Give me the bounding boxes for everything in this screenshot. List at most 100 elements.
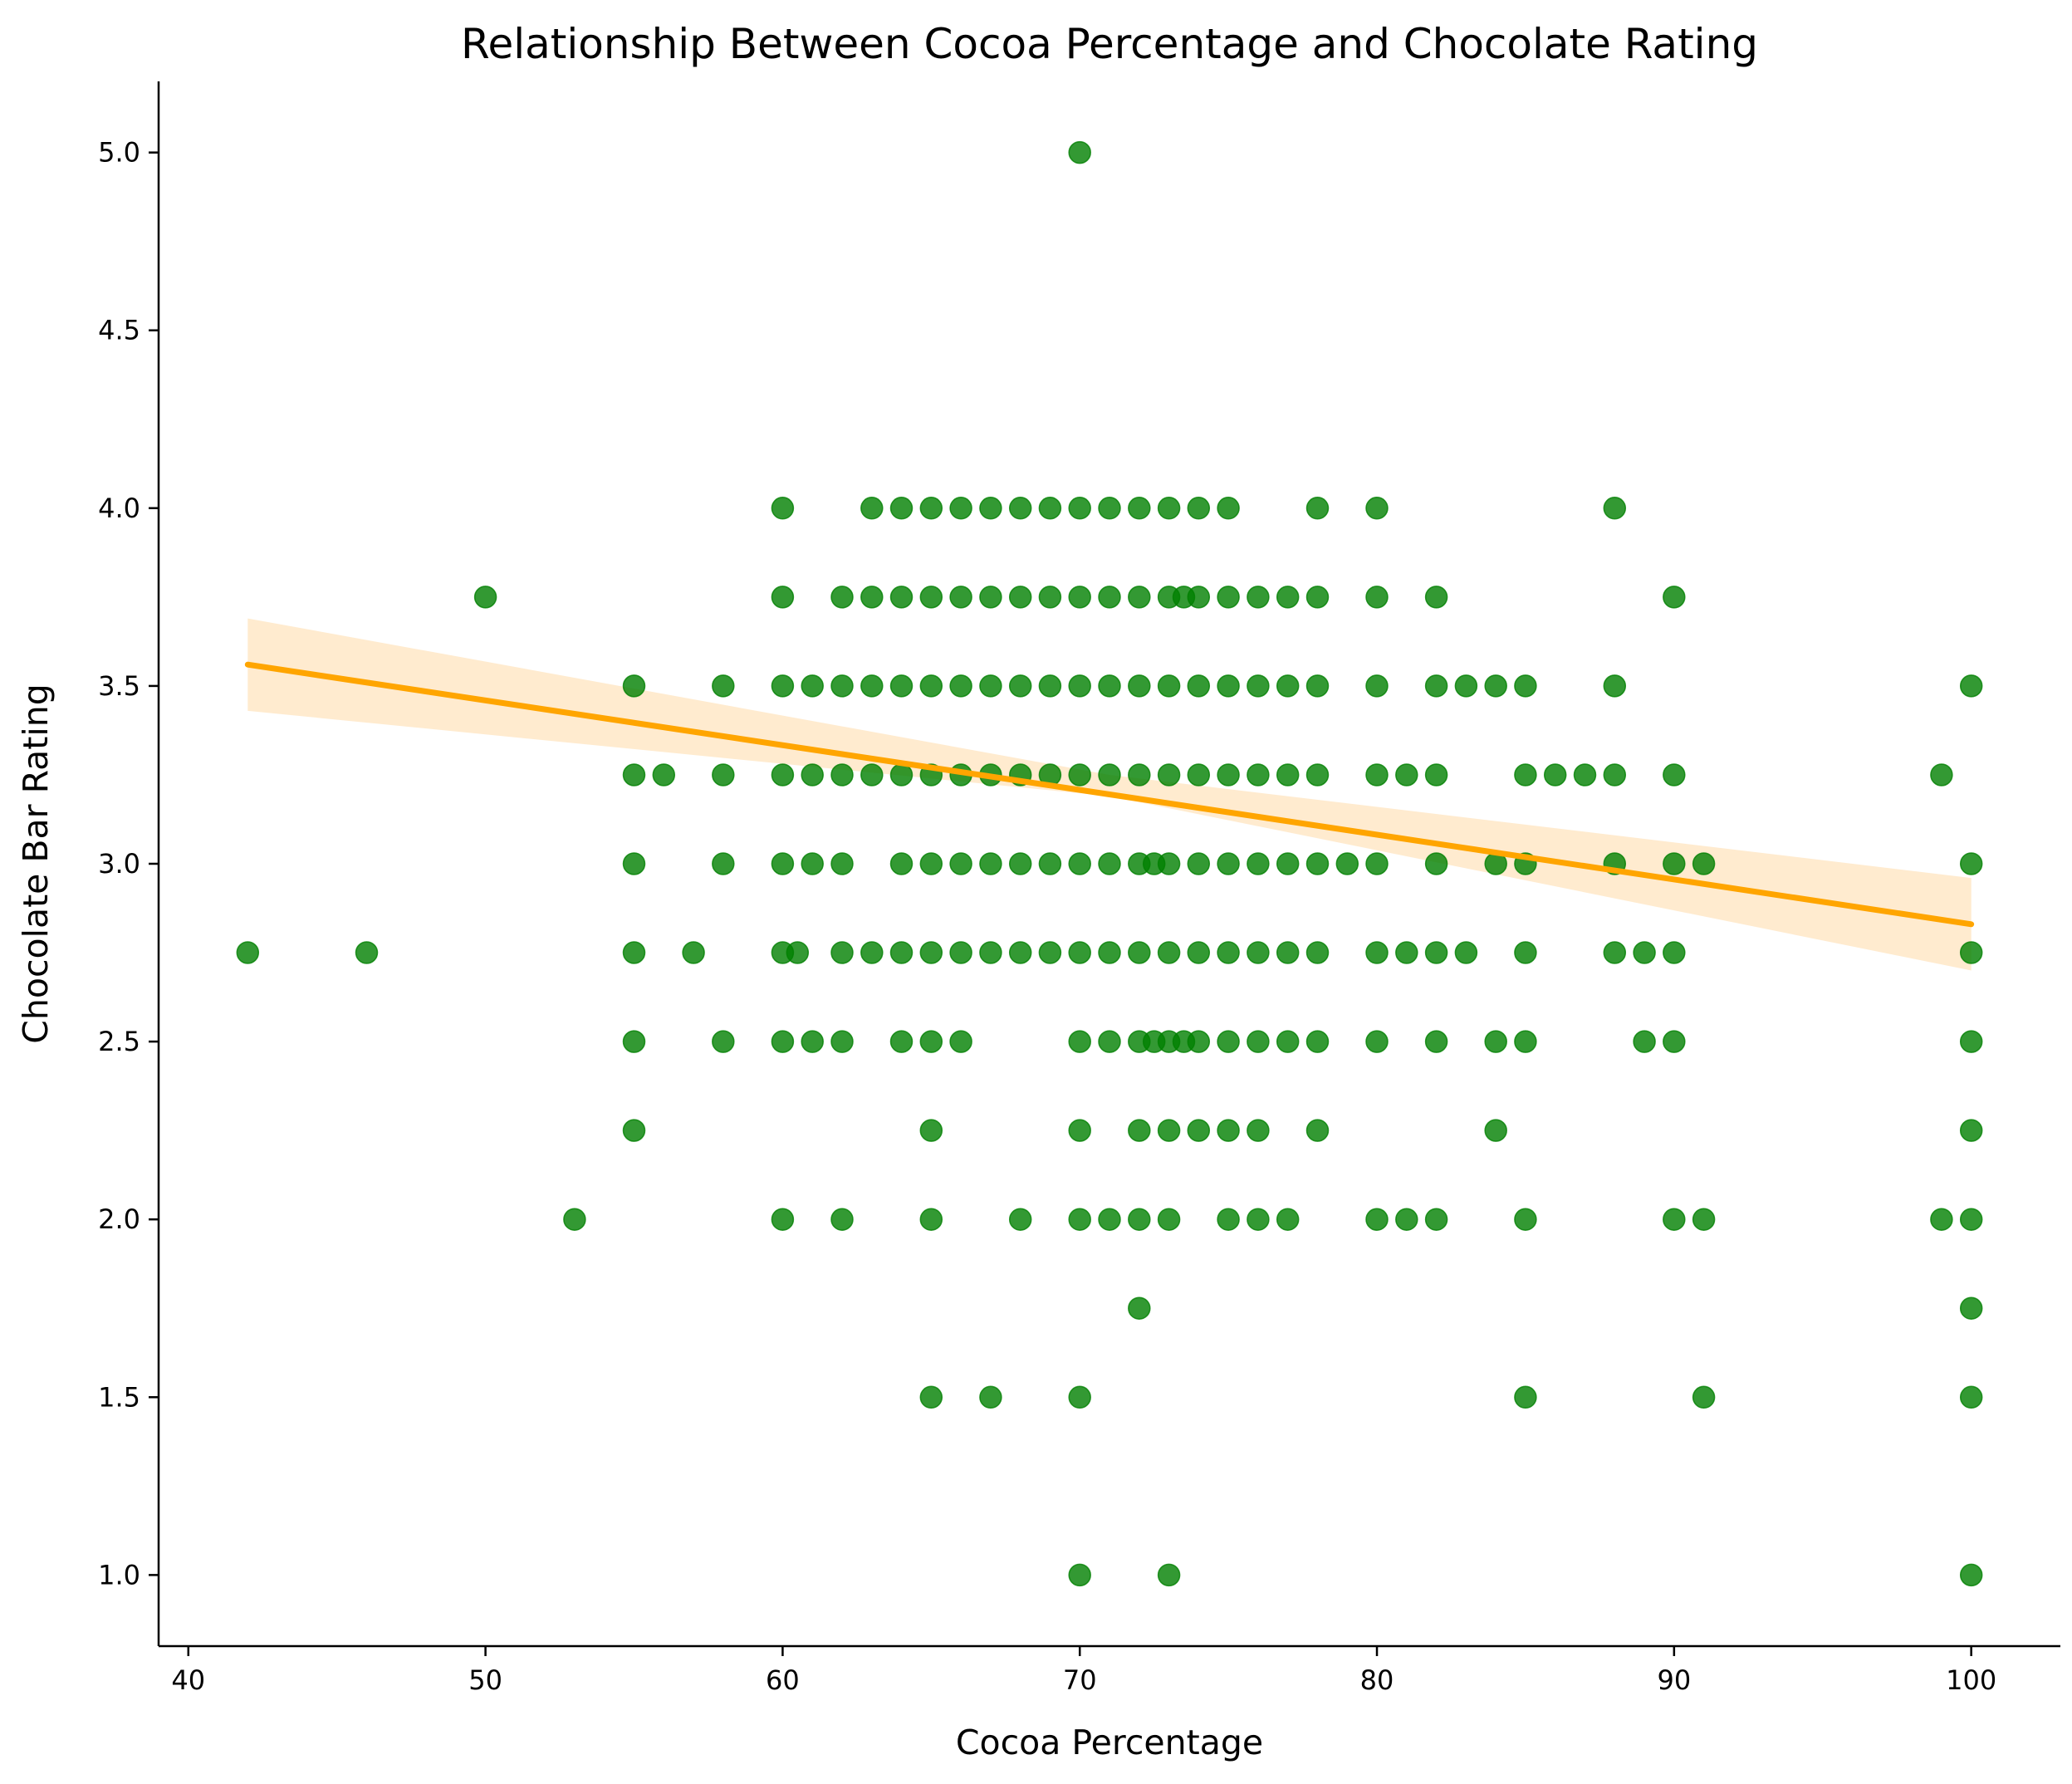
data-point xyxy=(1454,941,1478,964)
data-point xyxy=(949,674,972,698)
y-tick-label: 4.0 xyxy=(98,493,140,524)
data-point xyxy=(889,497,914,520)
data-point xyxy=(1187,852,1211,875)
data-point xyxy=(1365,497,1389,520)
y-tick-label: 3.0 xyxy=(98,848,140,880)
data-point xyxy=(1187,1030,1211,1053)
data-point xyxy=(1365,941,1389,964)
y-axis-ticks: 1.0 1.5 2.0 2.5 3.0 3.5 4.0 4.5 5.0 xyxy=(98,137,159,1590)
data-point xyxy=(1305,674,1330,698)
data-point xyxy=(979,852,1002,875)
data-point xyxy=(1068,497,1091,520)
data-point xyxy=(1276,1030,1300,1053)
data-point xyxy=(1098,763,1121,787)
data-point xyxy=(1247,763,1270,787)
data-point xyxy=(712,852,735,875)
data-point xyxy=(1187,586,1211,609)
data-point xyxy=(1128,763,1151,787)
regression-line xyxy=(244,661,1975,928)
data-point xyxy=(1424,1030,1448,1053)
data-point xyxy=(1217,674,1240,698)
data-point xyxy=(1603,941,1627,964)
data-point xyxy=(830,1208,854,1231)
data-point xyxy=(1692,852,1716,875)
x-axis-label: Cocoa Percentage xyxy=(956,1723,1263,1762)
data-point xyxy=(1514,763,1537,787)
x-tick-label: 100 xyxy=(1946,1664,1996,1696)
data-point xyxy=(1603,497,1627,520)
data-point xyxy=(712,763,735,787)
chart-title: Relationship Between Cocoa Percentage an… xyxy=(461,20,1758,68)
data-point xyxy=(1663,1030,1686,1053)
data-point xyxy=(1424,763,1448,787)
data-point xyxy=(1068,763,1091,787)
y-tick-label: 1.5 xyxy=(98,1381,140,1413)
data-point xyxy=(1395,1208,1418,1231)
data-point xyxy=(1068,674,1091,698)
data-point xyxy=(1276,1208,1300,1231)
data-point xyxy=(1068,1208,1091,1231)
data-point xyxy=(1068,1119,1091,1142)
data-point xyxy=(1128,586,1151,609)
data-point xyxy=(860,586,884,609)
data-point xyxy=(1959,1296,1983,1320)
data-point xyxy=(1484,674,1507,698)
data-point xyxy=(1603,674,1627,698)
data-point xyxy=(473,586,497,609)
x-tick-label: 60 xyxy=(766,1664,800,1696)
data-point xyxy=(1514,1030,1537,1053)
data-point xyxy=(889,852,914,875)
data-point xyxy=(1068,852,1091,875)
data-point xyxy=(1395,763,1418,787)
data-point xyxy=(1365,1208,1389,1231)
data-point xyxy=(1247,1208,1270,1231)
data-point xyxy=(622,763,646,787)
data-point xyxy=(1959,674,1983,698)
data-point xyxy=(771,674,795,698)
data-point xyxy=(652,763,676,787)
data-point xyxy=(979,497,1002,520)
data-point xyxy=(830,941,854,964)
data-point xyxy=(801,852,824,875)
data-point xyxy=(830,852,854,875)
data-point xyxy=(1305,497,1330,520)
data-point xyxy=(1217,586,1240,609)
data-point xyxy=(1484,1030,1507,1053)
data-point xyxy=(1008,674,1032,698)
data-point xyxy=(1930,763,1953,787)
x-tick-label: 40 xyxy=(171,1664,205,1696)
data-point xyxy=(771,586,795,609)
data-point xyxy=(1098,586,1121,609)
data-point xyxy=(949,1030,972,1053)
data-point xyxy=(1395,941,1418,964)
data-point xyxy=(1217,497,1240,520)
data-point xyxy=(1305,586,1330,609)
data-point xyxy=(1068,1385,1091,1409)
data-point xyxy=(1128,1296,1151,1320)
data-point xyxy=(1157,941,1181,964)
data-point xyxy=(1305,852,1330,875)
data-point xyxy=(1663,941,1686,964)
data-point xyxy=(1157,852,1181,875)
data-point xyxy=(1424,852,1448,875)
data-point xyxy=(1365,674,1389,698)
data-point xyxy=(622,674,646,698)
data-point xyxy=(860,941,884,964)
data-point xyxy=(1217,852,1240,875)
data-point xyxy=(1098,852,1121,875)
data-point xyxy=(1157,497,1181,520)
x-tick-label: 80 xyxy=(1360,1664,1394,1696)
data-point xyxy=(1068,1030,1091,1053)
data-point xyxy=(1128,1119,1151,1142)
data-point xyxy=(1068,941,1091,964)
data-point xyxy=(1187,497,1211,520)
data-point xyxy=(1008,941,1032,964)
data-point xyxy=(949,497,972,520)
data-point xyxy=(1098,941,1121,964)
data-point xyxy=(860,497,884,520)
data-point xyxy=(919,586,943,609)
data-points-layer xyxy=(236,140,1983,1587)
data-point xyxy=(919,1030,943,1053)
data-point xyxy=(1247,941,1270,964)
